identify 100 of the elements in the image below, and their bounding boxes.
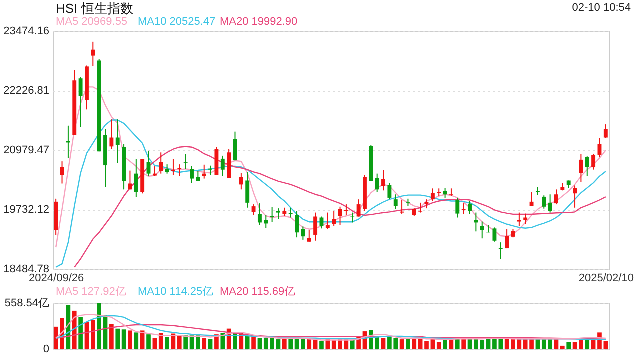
y-tick-label: 23474.16 [4, 26, 50, 38]
candlestick [78, 76, 83, 128]
candlestick [307, 230, 312, 242]
candlestick [116, 119, 120, 164]
bar [252, 336, 256, 349]
candlestick [554, 189, 558, 206]
bar [146, 334, 151, 349]
bar [128, 330, 132, 349]
candlestick [66, 125, 70, 159]
text: MA10 114.25亿 [138, 286, 214, 298]
line-series [55, 86, 607, 248]
candlestick [190, 166, 194, 184]
candlestick [276, 208, 280, 220]
candlestick [505, 228, 510, 250]
text: MA5 20969.55 [56, 16, 128, 28]
bar [196, 336, 200, 349]
candlestick [498, 242, 503, 260]
candlestick [604, 124, 608, 139]
bar [579, 340, 584, 349]
candlestick [332, 210, 336, 227]
bar [90, 320, 96, 349]
bar [258, 338, 262, 349]
candlestick [418, 202, 423, 214]
candlestick [592, 153, 596, 170]
bar [436, 342, 442, 349]
bar [282, 339, 287, 349]
candlestick [220, 155, 225, 177]
candlestick [468, 200, 472, 215]
bar [511, 339, 516, 349]
bar [307, 340, 312, 349]
bar [462, 339, 466, 349]
candlestick [542, 195, 546, 210]
candlestick [326, 212, 330, 230]
text: 02-10 10:54 [572, 2, 631, 14]
bar [165, 337, 170, 349]
candlestick [288, 207, 293, 218]
bar [313, 340, 318, 349]
line-series [74, 146, 607, 268]
candlestick [492, 227, 497, 242]
candlestick [110, 119, 114, 150]
candlestick [246, 172, 250, 208]
bar [202, 338, 207, 349]
bar [177, 336, 182, 349]
candlestick [449, 188, 454, 197]
x-tick-label: 2024/09/26 [29, 272, 84, 284]
bar [572, 342, 578, 349]
bar [560, 346, 565, 349]
bar [424, 341, 429, 349]
bar [350, 340, 355, 349]
y-tick-label: 22226.81 [4, 85, 50, 97]
x-tick-label: 2025/02/10 [578, 272, 634, 284]
bar [184, 336, 188, 349]
chart-title: HSI 恒生指数 [56, 1, 134, 16]
candlestick [196, 170, 200, 182]
y-tick-label: 18484.78 [4, 264, 50, 276]
bar [585, 339, 590, 349]
bar [208, 339, 213, 349]
candlestick [91, 41, 96, 67]
candlestick [146, 150, 151, 177]
bar [566, 342, 572, 349]
bar [152, 338, 158, 349]
bar [122, 330, 126, 349]
bar [276, 340, 281, 349]
bar [116, 328, 120, 349]
candlestick [524, 213, 528, 225]
candlestick [295, 210, 299, 238]
y-tick-label: 19732.12 [4, 204, 50, 216]
text: MA20 115.69亿 [220, 286, 296, 298]
bar [406, 338, 410, 349]
candlestick [394, 194, 398, 210]
candlestick [585, 156, 590, 177]
candlestick [208, 165, 213, 176]
candlestick [579, 154, 584, 183]
candlestick [178, 164, 182, 177]
candlestick [375, 173, 380, 192]
bar [301, 339, 306, 349]
bar [78, 317, 83, 349]
line-series [55, 120, 607, 268]
candlestick [400, 200, 404, 215]
y-tick-label: 20979.47 [4, 144, 50, 156]
candlestick [314, 212, 318, 242]
candlestick [443, 187, 448, 198]
candlestick [171, 158, 176, 176]
candlestick [530, 192, 534, 207]
bar [320, 341, 324, 349]
candlestick [258, 203, 262, 226]
text: MA5 127.92亿 [56, 286, 126, 298]
y-tick-label: 0 [43, 344, 50, 356]
bar [245, 336, 250, 349]
candlestick [159, 152, 164, 174]
candlestick [456, 197, 460, 218]
candlestick [350, 212, 355, 224]
candlestick [152, 166, 157, 177]
text: MA10 20525.47 [138, 16, 216, 28]
candlestick [480, 221, 484, 240]
text: MA20 19992.90 [220, 16, 298, 28]
bar [97, 303, 102, 349]
candlestick [548, 194, 552, 214]
candlestick [165, 164, 170, 174]
bar [455, 339, 460, 349]
